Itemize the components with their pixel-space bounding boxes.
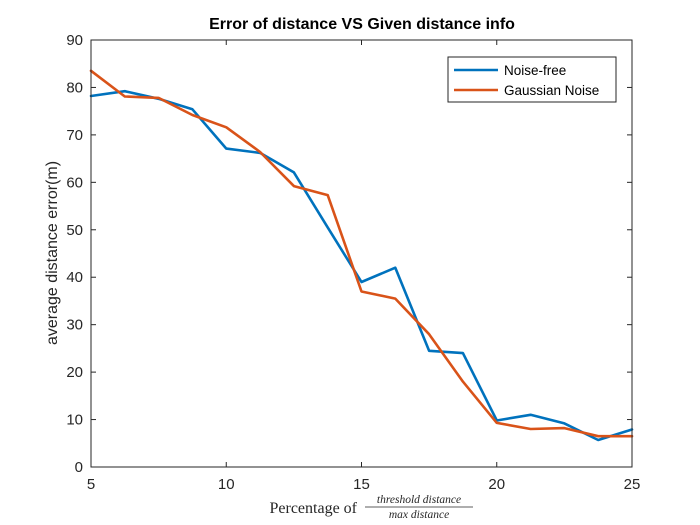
chart-title: Error of distance VS Given distance info [209, 16, 515, 33]
y-tick-label: 70 [66, 127, 83, 144]
y-tick-label: 80 [66, 79, 83, 96]
y-tick-label: 10 [66, 412, 83, 429]
series-line-2 [89, 69, 634, 438]
x-axis-label-denominator: max distance [389, 509, 449, 521]
legend-label-2: Gaussian Noise [504, 83, 599, 98]
y-tick-label: 40 [66, 269, 83, 286]
x-tick-label: 5 [87, 476, 95, 493]
y-tick-label: 30 [66, 317, 83, 334]
y-tick-label: 20 [66, 364, 83, 381]
y-tick-label: 0 [75, 459, 83, 476]
plot-frame [90, 39, 633, 468]
y-tick-label: 50 [66, 222, 83, 239]
x-axis-label-numerator: threshold distance [377, 494, 461, 506]
x-axis-label: Percentage of threshold distance max dis… [269, 494, 473, 521]
legend-box [447, 56, 617, 103]
series-line-1 [89, 89, 634, 442]
legend: Noise-free Gaussian Noise [447, 56, 617, 103]
x-axis-label-prefix: Percentage of [269, 500, 357, 517]
x-tick-label: 25 [624, 476, 641, 493]
plot-area: 0 10 20 30 40 50 60 70 80 90 5 10 15 20 25 [66, 32, 640, 493]
y-tick-label: 60 [66, 174, 83, 191]
x-tick-label: 15 [353, 476, 370, 493]
plot-background [91, 40, 632, 467]
x-tick-label: 10 [218, 476, 235, 493]
y-axis-label: average distance error(m) [44, 161, 61, 345]
legend-label-1: Noise-free [504, 63, 566, 78]
x-tick-label: 20 [488, 476, 505, 493]
y-tick-label: 90 [66, 32, 83, 49]
